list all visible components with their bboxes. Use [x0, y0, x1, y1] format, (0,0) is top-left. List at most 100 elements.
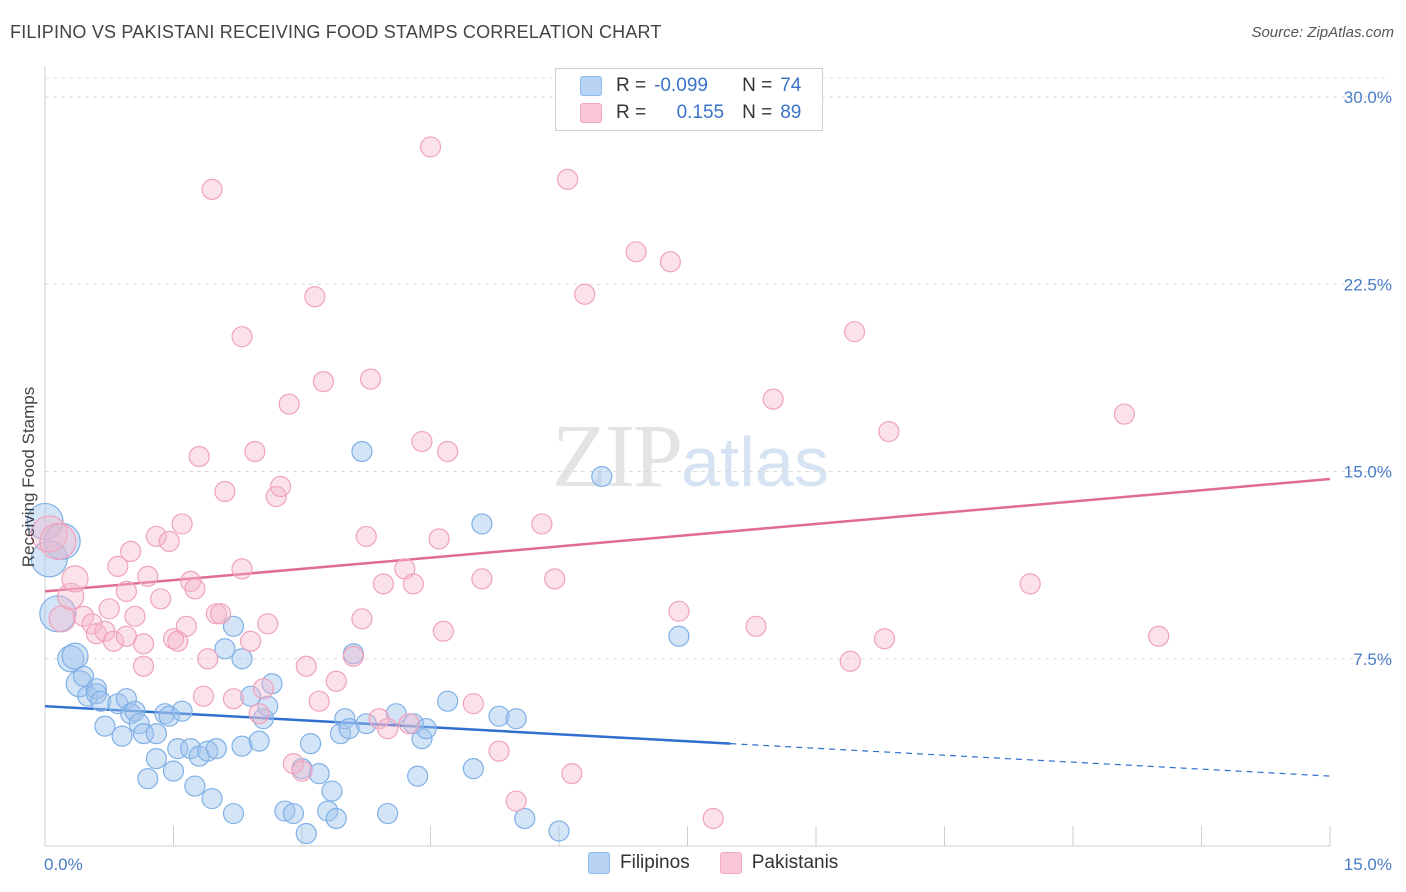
data-point-pakistanis	[355, 525, 377, 548]
data-point-filipinos	[407, 765, 429, 787]
legend-swatch-pakistanis	[719, 852, 742, 874]
data-point-filipinos	[668, 625, 690, 647]
watermark-zip: ZIP	[552, 407, 683, 506]
data-point-filipinos	[205, 738, 227, 760]
data-point-filipinos	[437, 690, 459, 712]
legend-label-pakistanis: Pakistanis	[751, 852, 839, 873]
chart-title: FILIPINO VS PAKISTANI RECEIVING FOOD STA…	[10, 22, 662, 42]
data-point-pakistanis	[158, 530, 180, 553]
data-point-filipinos	[158, 705, 180, 727]
data-point-filipinos	[299, 733, 322, 755]
data-point-filipinos	[65, 670, 93, 698]
data-point-pakistanis	[402, 573, 424, 595]
data-point-pakistanis	[625, 241, 647, 263]
data-point-pakistanis	[231, 558, 253, 580]
data-point-pakistanis	[325, 670, 347, 692]
legend-r-label: R =	[616, 75, 647, 96]
data-point-filipinos	[197, 740, 219, 762]
data-point-pakistanis	[175, 615, 197, 637]
data-point-pakistanis	[762, 388, 784, 410]
data-point-pakistanis	[295, 655, 317, 677]
data-point-pakistanis	[171, 513, 193, 535]
data-point-pakistanis	[878, 420, 900, 443]
data-point-filipinos	[317, 800, 339, 822]
legend-row-filipinos: R = -0.099 N = 74	[580, 73, 801, 99]
data-point-pakistanis	[839, 650, 861, 672]
legend-item-pakistanis[interactable]: Pakistanis	[719, 852, 839, 874]
data-point-pakistanis	[137, 565, 159, 587]
data-point-pakistanis	[843, 321, 866, 343]
data-point-pakistanis	[462, 693, 484, 715]
data-point-pakistanis	[544, 568, 566, 590]
data-point-filipinos	[171, 700, 193, 722]
data-point-pakistanis	[192, 685, 215, 707]
data-point-filipinos	[145, 748, 167, 770]
data-point-pakistanis	[419, 136, 442, 158]
legend-item-filipinos[interactable]: Filipinos	[588, 852, 690, 874]
data-point-pakistanis	[411, 430, 433, 453]
data-point-filipinos	[145, 723, 167, 745]
data-point-filipinos	[295, 822, 317, 845]
data-point-filipinos	[111, 725, 133, 747]
y-tick-label: 15.0%	[1344, 463, 1392, 482]
data-point-pakistanis	[668, 600, 690, 622]
data-point-pakistanis	[432, 620, 454, 642]
data-point-pakistanis	[184, 578, 206, 600]
data-point-filipinos	[72, 665, 95, 687]
legend-r-value: -0.099	[654, 75, 708, 96]
data-point-pakistanis	[278, 393, 300, 415]
data-point-pakistanis	[659, 251, 681, 273]
watermark-atlas: atlas	[681, 423, 829, 501]
data-point-pakistanis	[57, 582, 85, 610]
data-point-pakistanis	[505, 790, 527, 812]
data-point-filipinos	[132, 723, 155, 745]
data-point-pakistanis	[282, 753, 305, 775]
data-point-filipinos	[167, 738, 189, 760]
data-point-filipinos	[162, 760, 185, 782]
legend-swatch-pakistanis	[580, 103, 602, 123]
data-point-filipinos	[355, 713, 377, 735]
data-point-pakistanis	[437, 440, 459, 463]
data-point-pakistanis	[210, 603, 232, 625]
data-point-pakistanis	[145, 525, 167, 548]
data-point-filipinos	[137, 767, 159, 790]
data-point-pakistanis	[231, 326, 253, 348]
data-point-filipinos	[248, 730, 270, 752]
legend-n-label: N =	[742, 75, 773, 96]
legend-n-value: 89	[780, 102, 802, 123]
data-point-pakistanis	[342, 645, 364, 667]
data-point-pakistanis	[61, 565, 89, 593]
legend-swatch-filipinos	[580, 76, 602, 96]
data-point-pakistanis	[252, 678, 275, 700]
data-point-filipinos	[124, 700, 146, 722]
legend-n-value: 74	[780, 75, 802, 96]
axis-labels: 7.5% 15.0% 22.5% 30.0% 0.0% 15.0% Receiving Fo…	[19, 88, 1392, 874]
data-point-filipinos	[257, 695, 279, 717]
data-point-filipinos	[462, 758, 484, 780]
data-point-filipinos	[377, 802, 399, 825]
data-point-filipinos	[591, 465, 613, 488]
data-point-pakistanis	[132, 633, 155, 655]
data-point-filipinos	[321, 780, 343, 802]
y-tick-label: 7.5%	[1353, 650, 1392, 669]
data-point-filipinos	[57, 645, 85, 673]
data-point-pakistanis	[1019, 573, 1041, 595]
legend-n-label: N =	[742, 102, 773, 123]
data-point-filipinos	[222, 802, 245, 825]
y-axis-title: Receiving Food Stamps	[19, 387, 38, 567]
data-point-pakistanis	[291, 760, 313, 782]
data-point-filipinos	[548, 820, 570, 842]
data-point-pakistanis	[124, 605, 146, 627]
data-point-pakistanis	[107, 555, 129, 577]
correlation-legend: R = -0.099 N = 74 R = 0.155 N = 89	[555, 68, 823, 131]
data-point-pakistanis	[201, 178, 223, 200]
data-point-filipinos	[351, 440, 373, 463]
data-point-filipinos	[90, 690, 112, 712]
data-points	[26, 136, 1170, 845]
data-point-filipinos	[77, 685, 99, 707]
data-point-pakistanis	[398, 713, 420, 735]
x-tick-label: 15.0%	[1344, 855, 1392, 874]
data-point-filipinos	[282, 802, 305, 825]
data-point-pakistanis	[102, 630, 125, 652]
